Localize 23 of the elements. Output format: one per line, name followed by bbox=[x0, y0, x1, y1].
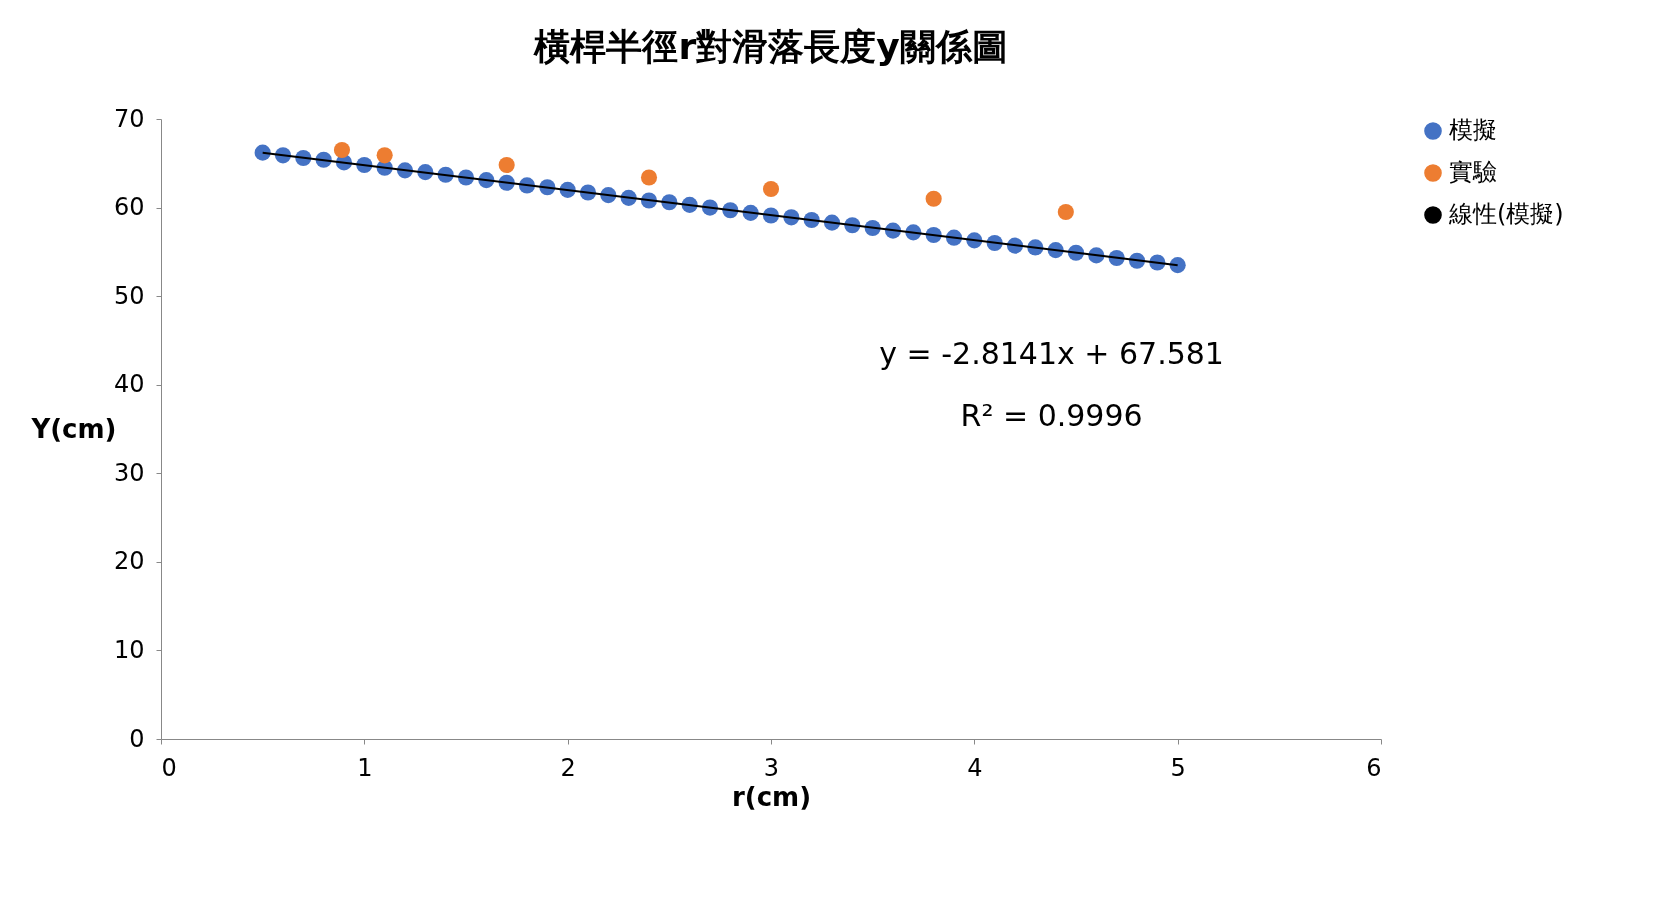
x-axis-title: r(cm) bbox=[731, 781, 812, 812]
legend-label: 線性(模擬) bbox=[1448, 200, 1564, 228]
y-tick-label: 60 bbox=[113, 193, 145, 222]
y-axis-title: Y(cm) bbox=[30, 413, 117, 444]
legend-label: 實驗 bbox=[1449, 158, 1497, 186]
x-tick-label: 4 bbox=[967, 753, 983, 782]
x-tick-label: 0 bbox=[161, 753, 177, 782]
y-tick-label: 70 bbox=[113, 104, 145, 133]
y-tick-label: 50 bbox=[113, 281, 145, 310]
y-tick-label: 40 bbox=[113, 370, 145, 399]
annotation: y = -2.8141x + 67.581 bbox=[879, 335, 1224, 371]
x-tick-label: 3 bbox=[763, 753, 780, 782]
y-tick-label: 30 bbox=[113, 458, 145, 487]
annotation: R² = 0.9996 bbox=[960, 397, 1143, 433]
x-tick-label: 2 bbox=[560, 753, 576, 782]
y-tick-label: 0 bbox=[129, 724, 145, 753]
x-tick-label: 1 bbox=[357, 753, 373, 782]
chart-title: 橫桿半徑r對滑落長度y關係圖 bbox=[533, 26, 1008, 67]
x-tick-label: 5 bbox=[1170, 753, 1186, 782]
x-tick-label: 6 bbox=[1366, 753, 1382, 782]
legend-label: 模擬 bbox=[1449, 116, 1497, 144]
y-tick-label: 20 bbox=[113, 547, 145, 576]
y-tick-label: 10 bbox=[113, 635, 145, 664]
